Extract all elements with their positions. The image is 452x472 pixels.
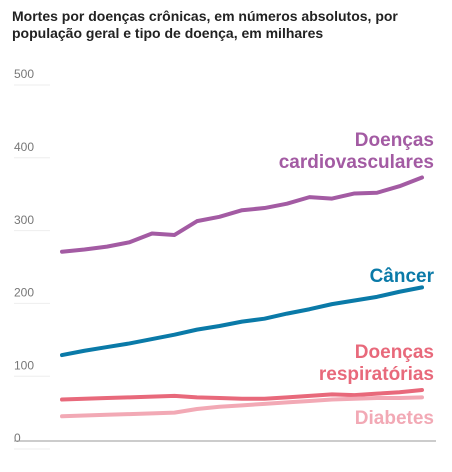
series-label: Doenças respiratórias — [318, 342, 434, 385]
y-tick-label: 0 — [14, 431, 21, 445]
y-tick-label: 200 — [14, 286, 34, 300]
series-label: Doenças cardiovasculares — [278, 130, 434, 173]
series-line — [60, 395, 424, 419]
series-label: Diabetes — [354, 408, 434, 429]
chart-title: Mortes por doenças crônicas, em números … — [12, 8, 398, 41]
series-line — [60, 388, 424, 402]
series-line — [60, 285, 424, 358]
y-tick-label: 300 — [14, 213, 34, 227]
y-tick-label: 500 — [14, 67, 34, 81]
series-line — [60, 175, 424, 254]
y-tick-label: 400 — [14, 140, 34, 154]
series-label: Câncer — [369, 266, 434, 287]
y-tick-label: 100 — [14, 358, 34, 372]
